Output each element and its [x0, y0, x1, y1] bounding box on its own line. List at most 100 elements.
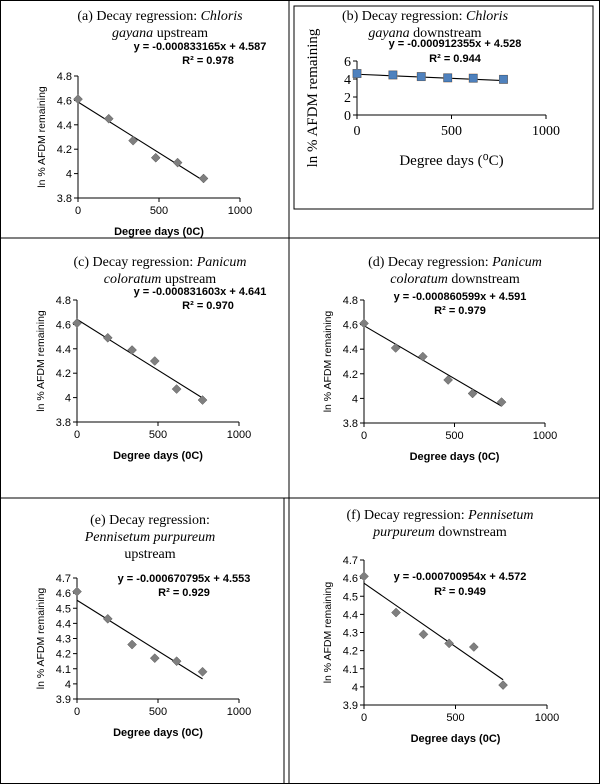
y-tick-label: 4.6	[56, 588, 71, 600]
x-tick-label: 0	[74, 706, 80, 718]
y-tick-label: 4.8	[343, 295, 358, 307]
x-axis-label: Degree days (0C)	[410, 451, 500, 463]
y-tick-label: 4.3	[56, 634, 71, 646]
chart-title-line: (b) Decay regression: Chloris	[342, 9, 509, 24]
x-tick-label: 1000	[227, 429, 251, 441]
r-squared-label: R² = 0.949	[434, 586, 486, 598]
y-tick-label: 4.3	[343, 628, 358, 640]
data-point	[102, 332, 113, 343]
data-point	[73, 94, 83, 105]
data-point	[388, 70, 398, 80]
x-tick-label: 1000	[533, 430, 557, 442]
data-point	[390, 343, 401, 353]
chart-title-fragment: Pennisetum purpureum	[84, 530, 216, 545]
x-tick-label: 500	[150, 205, 168, 217]
y-tick-label: 4.4	[343, 344, 358, 356]
chart-title-fragment: (a) Decay regression:	[77, 9, 200, 24]
y-tick-label: 4.1	[343, 664, 358, 676]
data-point	[499, 75, 508, 84]
x-tick-label: 1000	[228, 205, 252, 217]
y-tick-label: 4.4	[56, 344, 71, 356]
chart-title-fragment: (b) Decay regression:	[342, 9, 466, 24]
data-point	[352, 69, 362, 78]
chart-title-fragment: purpureum	[372, 525, 435, 540]
regression-equation: y = -0.000912355x + 4.528	[389, 38, 522, 50]
data-point	[172, 157, 183, 168]
y-tick-label: 4	[65, 393, 71, 405]
y-axis-label: ln % AFDM remaining	[35, 310, 47, 412]
chart-title-line: (c) Decay regression: Panicum	[74, 255, 247, 270]
regression-equation: y = -0.000700954x + 4.572	[394, 571, 527, 583]
data-point	[496, 397, 507, 407]
chart-title-fragment: downstream	[410, 26, 482, 41]
data-point	[391, 607, 401, 618]
x-tick-label: 500	[441, 124, 462, 139]
chart-title-line: Pennisetum purpureum	[84, 530, 216, 545]
chart-title-fragment: downstream	[435, 525, 507, 540]
chart-title-line: (a) Decay regression: Chloris	[77, 9, 243, 24]
y-tick-label: 4.4	[343, 609, 358, 621]
y-tick-label: 4.2	[343, 646, 358, 658]
y-tick-label: 4.2	[56, 649, 71, 661]
regression-equation: y = -0.000860599x + 4.591	[394, 291, 527, 303]
x-tick-label: 500	[445, 430, 463, 442]
chart-title-fragment: (d) Decay regression:	[368, 255, 492, 270]
y-tick-label: 3.8	[57, 193, 72, 205]
regression-line	[76, 318, 203, 399]
y-tick-label: 4.7	[56, 573, 71, 585]
chart-title-fragment: upstream	[161, 272, 216, 287]
chart-title-line: coloratum downstream	[390, 272, 520, 287]
chart-panel: (b) Decay regression: Chloris gayana down…	[293, 5, 594, 210]
y-tick-label: 4.7	[343, 555, 358, 567]
regression-line	[76, 599, 203, 680]
chart-title-fragment: (c) Decay regression:	[74, 255, 197, 270]
y-axis-label: ln % AFDM remaining	[305, 28, 321, 167]
chart-title-fragment: upstream	[124, 547, 175, 562]
chart-panel: (c) Decay regression: Panicum coloratum u…	[35, 255, 266, 462]
chart-title-fragment: Panicum	[491, 255, 542, 270]
regression-equation: y = -0.000831603x + 4.641	[134, 286, 267, 298]
x-tick-label: 500	[149, 429, 167, 441]
r-squared-label: R² = 0.978	[182, 55, 234, 67]
chart-title-fragment: coloratum	[104, 272, 162, 287]
data-point	[443, 73, 453, 83]
chart-panel: (f) Decay regression: Pennisetum purpureu…	[322, 508, 559, 745]
y-tick-label: 4.1	[56, 664, 71, 676]
y-tick-label: 4	[352, 682, 358, 694]
chart-title-line: upstream	[124, 547, 175, 562]
y-tick-label: 4.8	[57, 71, 72, 83]
y-axis-label: ln % AFDM remaining	[35, 588, 47, 690]
data-point	[127, 345, 137, 355]
data-point	[128, 135, 138, 146]
y-axis-label: ln % AFDM remaining	[36, 86, 48, 188]
chart-title-fragment: gayana	[368, 26, 409, 41]
data-point	[171, 656, 182, 667]
chart-title-fragment: (e) Decay regression:	[90, 513, 210, 528]
data-point	[171, 384, 182, 394]
r-squared-label: R² = 0.970	[182, 300, 234, 312]
data-point	[197, 395, 208, 405]
regression-line	[363, 582, 504, 681]
y-tick-label: 0	[344, 109, 351, 124]
data-point	[468, 73, 478, 83]
chart-title-fragment: Panicum	[196, 255, 247, 270]
y-tick-label: 4.2	[56, 368, 71, 380]
data-point	[418, 629, 429, 640]
data-point	[102, 613, 113, 624]
chart-title-fragment: (f) Decay regression:	[347, 508, 469, 523]
x-tick-label: 0	[361, 712, 367, 724]
y-tick-label: 6	[344, 55, 351, 70]
data-point	[198, 173, 209, 184]
x-axis-label: Degree days (⁰C)	[399, 153, 503, 169]
y-tick-label: 4.2	[343, 369, 358, 381]
data-point	[359, 318, 369, 329]
x-tick-label: 0	[75, 205, 81, 217]
x-axis-label: Degree days (0C)	[411, 733, 501, 745]
data-point	[149, 356, 160, 366]
y-axis-label: ln % AFDM remaining	[322, 311, 334, 413]
y-tick-label: 4.4	[56, 618, 71, 630]
regression-equation: y = -0.000670795x + 4.553	[118, 573, 251, 585]
r-squared-label: R² = 0.944	[429, 53, 482, 65]
x-tick-label: 500	[446, 712, 464, 724]
y-tick-label: 4	[344, 73, 351, 88]
